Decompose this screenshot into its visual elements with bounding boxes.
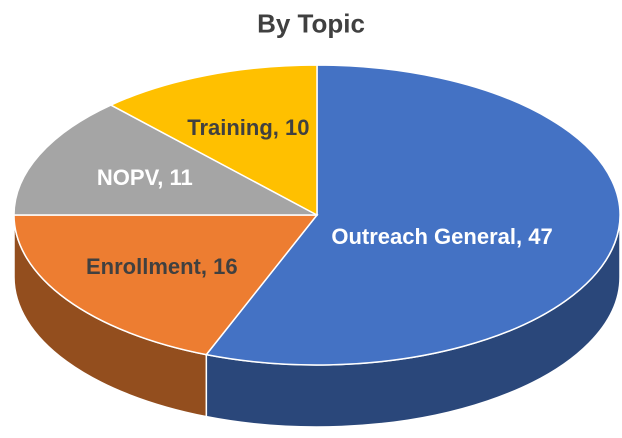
data-label: Training, 10 — [187, 115, 310, 141]
chart-title: By Topic — [257, 8, 365, 39]
data-label: NOPV, 11 — [96, 164, 193, 190]
slice — [13, 104, 318, 216]
data-label: Outreach General, 47 — [331, 223, 553, 249]
data-label: Enrollment, 16 — [85, 254, 238, 280]
slice — [109, 64, 318, 217]
slice — [13, 214, 319, 356]
slice — [204, 64, 621, 366]
